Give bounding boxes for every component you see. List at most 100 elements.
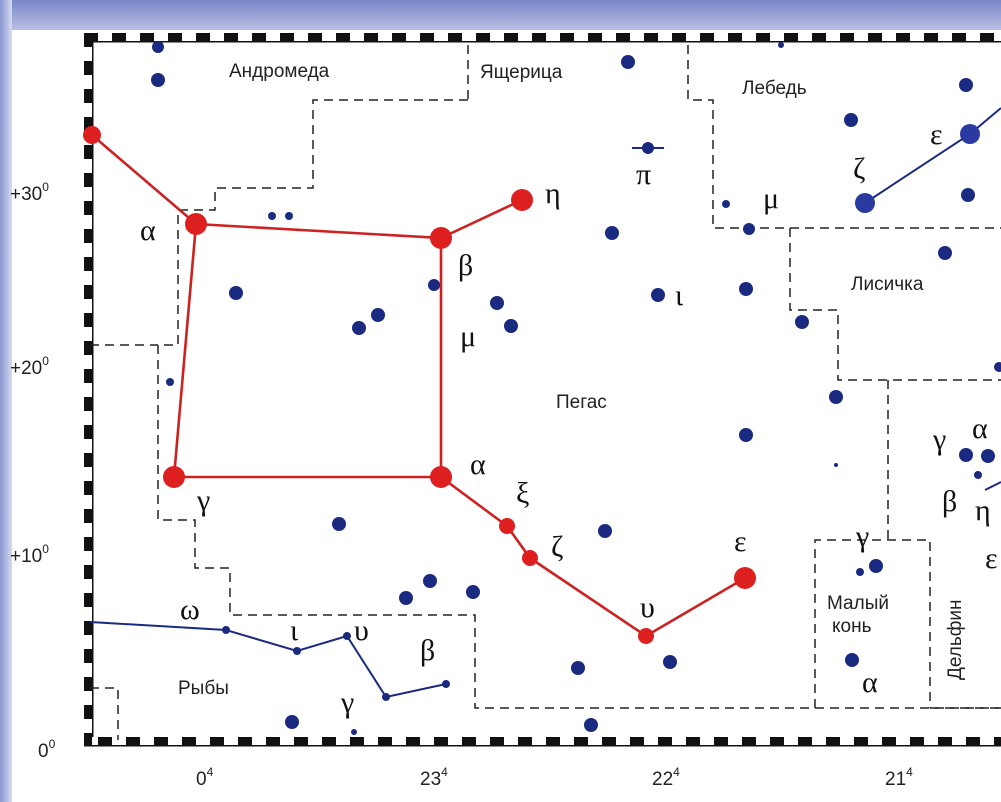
greek-alpha-and: α <box>140 214 156 247</box>
border-segment <box>210 33 224 41</box>
star <box>621 55 635 69</box>
star-upsilon-peg <box>638 628 654 644</box>
border-segment <box>448 737 462 745</box>
x-tick-21h40m: 214 <box>885 765 913 790</box>
border-segment <box>84 677 92 691</box>
star <box>605 226 619 240</box>
star <box>151 73 165 87</box>
border-segment <box>140 737 154 745</box>
border-segment <box>882 33 896 41</box>
constellation-boundaries <box>90 45 1001 740</box>
x-tick-0h40m-sup: 4 <box>207 765 214 779</box>
star-matar <box>511 189 533 211</box>
x-tick-23h40m: 234 <box>420 765 448 790</box>
star-markab <box>430 466 452 488</box>
x-tick-0h40m-base: 0 <box>196 769 207 790</box>
border-segment <box>168 737 182 745</box>
border-segment <box>868 33 882 41</box>
border-segment <box>112 33 126 41</box>
border-segment <box>350 33 364 41</box>
border-segment <box>546 737 560 745</box>
border-segment <box>84 509 92 523</box>
greek-epsilon-cyg: ε <box>930 118 943 151</box>
y-tick-10: +100 <box>10 542 49 567</box>
star <box>961 188 975 202</box>
border-segment <box>518 737 532 745</box>
border-segment <box>784 33 798 41</box>
border-segment <box>280 33 294 41</box>
left-gradient-band <box>0 0 12 802</box>
star-alpha-del <box>981 449 995 463</box>
label-lizard: Ящерица <box>480 62 563 83</box>
border-segment <box>98 33 112 41</box>
greek-zeta-cyg: ζ <box>853 152 865 185</box>
boundary-pegasus-west <box>157 99 1001 709</box>
border-segment <box>238 33 252 41</box>
border-segment <box>84 551 92 565</box>
border-segment <box>616 33 630 41</box>
border-segment <box>112 737 126 745</box>
star <box>352 321 366 335</box>
dolphin-line <box>984 481 1001 491</box>
star-omega-psc <box>222 626 230 634</box>
line-beta-eta <box>440 198 523 240</box>
border-segment <box>840 737 854 745</box>
star <box>166 378 174 386</box>
border-segment <box>812 737 826 745</box>
star-zeta-peg <box>522 550 538 566</box>
greek-beta-peg: β <box>458 249 473 282</box>
star <box>571 661 585 675</box>
border-segment <box>532 33 546 41</box>
border-segment <box>252 33 266 41</box>
border-segment <box>84 607 92 621</box>
border-segment <box>322 737 336 745</box>
border-segment <box>84 75 92 89</box>
pegasus-stars <box>83 126 756 644</box>
x-tick-0h40m: 04 <box>196 765 214 790</box>
border-segment <box>462 737 476 745</box>
border-segment <box>574 33 588 41</box>
star <box>428 279 440 291</box>
border-segment <box>518 33 532 41</box>
border-segment <box>140 33 154 41</box>
border-segment <box>784 737 798 745</box>
star-scheat <box>430 227 452 249</box>
border-segment <box>420 737 434 745</box>
border-segment <box>742 737 756 745</box>
border-segment <box>742 33 756 41</box>
star <box>722 200 730 208</box>
star <box>598 524 612 538</box>
label-small-horse-line1: Малый <box>827 593 889 614</box>
border-segment <box>98 737 112 745</box>
y-tick-20-sup: 0 <box>42 354 49 368</box>
border-segment <box>560 737 574 745</box>
border-segment <box>700 737 714 745</box>
greek-beta-del: β <box>942 485 957 518</box>
border-segment <box>434 33 448 41</box>
border-segment <box>364 737 378 745</box>
y-tick-0-sup: 0 <box>49 737 56 751</box>
border-segment <box>224 33 238 41</box>
border-segment <box>84 565 92 579</box>
border-segment <box>84 369 92 383</box>
border-segment <box>308 737 322 745</box>
x-axis-labels: 04 234 224 214 <box>196 765 913 790</box>
border-segment <box>196 33 210 41</box>
border-segment <box>938 33 952 41</box>
greek-alpha-del: α <box>972 412 988 445</box>
border-segment <box>644 737 658 745</box>
top-gradient-band <box>0 0 1001 30</box>
greek-epsilon-del: ε <box>985 542 998 575</box>
x-tick-22h40m-sup: 4 <box>673 765 680 779</box>
border-segment <box>84 117 92 131</box>
border-segment <box>84 425 92 439</box>
border-segment <box>392 33 406 41</box>
border-segment <box>658 33 672 41</box>
border-segment <box>616 737 630 745</box>
label-andromeda: Андромеда <box>229 61 330 82</box>
star-alpha-equ <box>845 653 859 667</box>
label-fox: Лисичка <box>851 274 924 295</box>
pisces-asterism <box>89 621 447 699</box>
border-segment <box>770 33 784 41</box>
